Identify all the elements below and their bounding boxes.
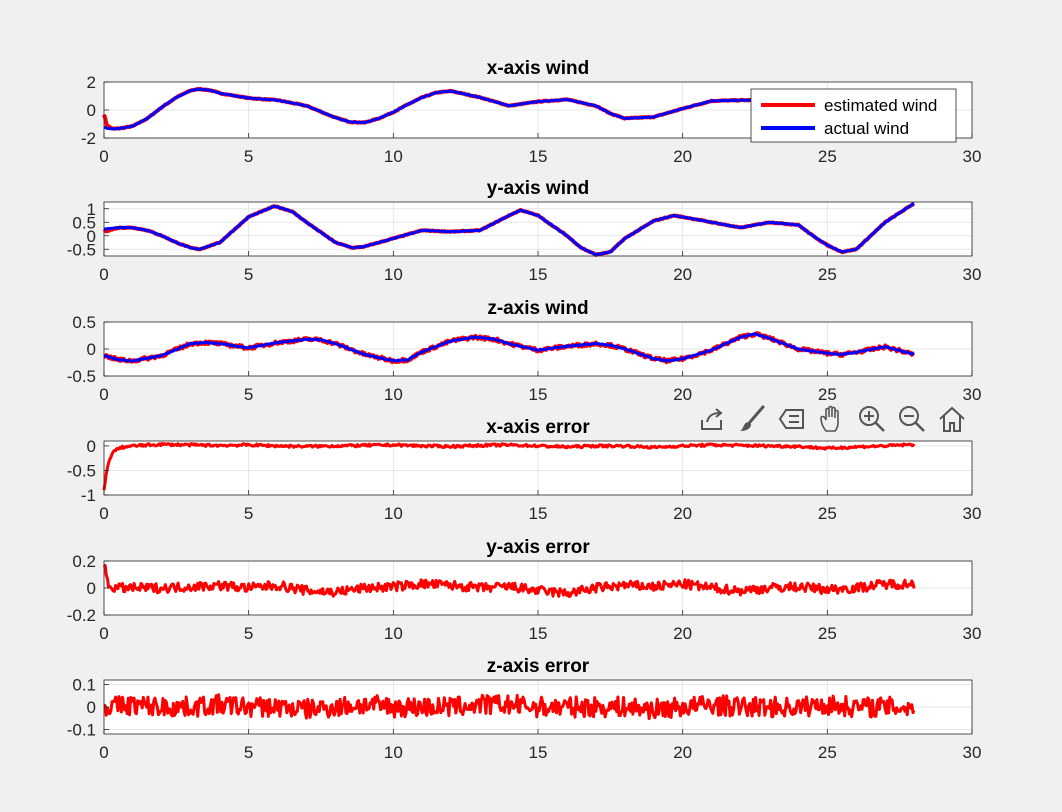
y-tick-label: 1 xyxy=(87,200,96,219)
x-tick-label: 25 xyxy=(818,147,837,166)
y-tick-label: -0.1 xyxy=(67,721,96,740)
legend-label: actual wind xyxy=(824,119,909,138)
x-tick-label: 0 xyxy=(99,385,108,404)
x-tick-label: 30 xyxy=(963,743,982,762)
x-tick-label: 15 xyxy=(529,504,548,523)
y-tick-label: 0.5 xyxy=(72,213,96,232)
y-tick-label: 0.2 xyxy=(72,552,96,571)
x-tick-label: 15 xyxy=(529,385,548,404)
y-tick-label: 0 xyxy=(87,437,96,456)
subplot-4: 0 5 10 15 20 25 30 -1 -0.5 0 x-axis error xyxy=(67,417,982,523)
subplot-title: z-axis error xyxy=(487,656,590,677)
export-button[interactable] xyxy=(694,401,730,437)
x-tick-label: 5 xyxy=(244,385,253,404)
x-tick-label: 30 xyxy=(963,147,982,166)
subplot-title: x-axis error xyxy=(486,417,590,438)
x-tick-label: 10 xyxy=(384,147,403,166)
x-tick-label: 0 xyxy=(99,743,108,762)
legend-box xyxy=(750,88,957,143)
y-tick-label: 0 xyxy=(87,698,96,717)
x-tick-label: 25 xyxy=(818,385,837,404)
y-tick-label: 0 xyxy=(87,579,96,598)
x-tick-label: 15 xyxy=(529,743,548,762)
subplot-title: x-axis wind xyxy=(487,58,589,79)
axes-toolbar xyxy=(694,400,970,438)
y-tick-label: 0 xyxy=(87,227,96,246)
subplot-2: 0 5 10 15 20 25 30-0.500.51y-axis wind xyxy=(67,178,982,284)
subplot-title: z-axis wind xyxy=(487,298,588,319)
y-tick-label: -2 xyxy=(81,129,96,148)
subplot-5: 0 5 10 15 20 25 30-0.200.2y-axis error xyxy=(67,537,982,643)
x-tick-label: 20 xyxy=(673,147,692,166)
brush-button[interactable] xyxy=(734,401,770,437)
y-tick-label: 0.5 xyxy=(72,313,96,332)
subplot-title: y-axis wind xyxy=(487,178,589,199)
x-tick-label: 25 xyxy=(818,743,837,762)
x-tick-label: 10 xyxy=(384,265,403,284)
y-tick-label: 0 xyxy=(87,101,96,120)
x-tick-label: 0 xyxy=(99,624,108,643)
x-tick-label: 10 xyxy=(384,743,403,762)
x-tick-label: 0 xyxy=(99,504,108,523)
x-tick-label: 25 xyxy=(818,504,837,523)
data-tips-icon xyxy=(778,409,804,429)
x-tick-label: 25 xyxy=(818,265,837,284)
series-line-z-axis-error xyxy=(103,693,916,721)
y-tick-label: -0.2 xyxy=(67,606,96,625)
y-tick-label: -0.5 xyxy=(67,461,96,480)
y-tick-label: -0.5 xyxy=(67,367,96,386)
export-icon xyxy=(701,408,723,430)
x-tick-label: 25 xyxy=(818,624,837,643)
y-tick-label: -0.5 xyxy=(67,240,96,259)
y-tick-label: -1 xyxy=(81,486,96,505)
x-tick-label: 15 xyxy=(529,624,548,643)
series-line-actual-wind xyxy=(103,202,915,257)
x-tick-label: 15 xyxy=(529,147,548,166)
x-tick-label: 5 xyxy=(244,743,253,762)
x-tick-label: 30 xyxy=(963,385,982,404)
x-tick-label: 20 xyxy=(673,504,692,523)
zoom-out-button[interactable] xyxy=(894,401,930,437)
brush-icon xyxy=(740,405,765,431)
x-tick-label: 5 xyxy=(244,624,253,643)
x-tick-label: 20 xyxy=(673,265,692,284)
x-tick-label: 10 xyxy=(384,504,403,523)
series-line-y-axis-error xyxy=(102,564,916,598)
y-tick-label: 0.1 xyxy=(72,676,96,695)
home-icon xyxy=(939,406,965,432)
x-tick-label: 10 xyxy=(384,624,403,643)
data-tips-button[interactable] xyxy=(774,401,810,437)
y-tick-label: 2 xyxy=(87,73,96,92)
subplot-6: 0 5 10 15 20 25 30-0.100.1z-axis error xyxy=(67,656,982,762)
x-tick-label: 5 xyxy=(244,265,253,284)
series-line-x-axis-error xyxy=(102,442,916,491)
pan-button[interactable] xyxy=(814,401,850,437)
x-tick-label: 10 xyxy=(384,385,403,404)
pan-icon xyxy=(820,405,839,432)
x-tick-label: 5 xyxy=(244,504,253,523)
zoom-out-icon xyxy=(899,406,925,432)
subplot-title: y-axis error xyxy=(486,537,590,558)
zoom-in-icon xyxy=(859,406,885,432)
x-tick-label: 30 xyxy=(963,624,982,643)
legend: estimated wind actual wind xyxy=(750,88,957,143)
x-tick-label: 30 xyxy=(963,504,982,523)
x-tick-label: 20 xyxy=(673,624,692,643)
x-tick-label: 0 xyxy=(99,147,108,166)
x-tick-label: 20 xyxy=(673,385,692,404)
x-tick-label: 5 xyxy=(244,147,253,166)
x-tick-label: 15 xyxy=(529,265,548,284)
x-tick-label: 30 xyxy=(963,265,982,284)
x-tick-label: 20 xyxy=(673,743,692,762)
legend-label: estimated wind xyxy=(824,96,937,115)
zoom-in-button[interactable] xyxy=(854,401,890,437)
y-tick-label: 0 xyxy=(87,340,96,359)
subplot-3: 0 5 10 15 20 25 30-0.500.5z-axis wind xyxy=(67,298,982,404)
series-line-actual-wind xyxy=(103,332,915,363)
home-button[interactable] xyxy=(934,401,970,437)
x-tick-label: 0 xyxy=(99,265,108,284)
